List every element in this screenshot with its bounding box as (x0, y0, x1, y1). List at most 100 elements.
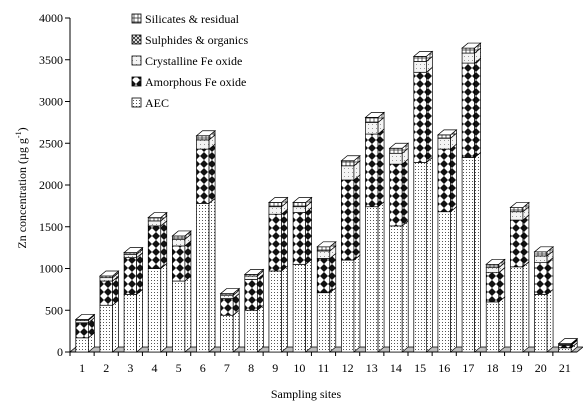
bar-segment-front (172, 235, 186, 240)
bar-segment-side (184, 240, 192, 282)
bar-segment (172, 240, 192, 282)
bar-segment-front (461, 62, 475, 158)
bar-segment-front (268, 213, 282, 272)
bar-segment-front (316, 258, 331, 294)
bar-segment-front (268, 202, 282, 208)
bar-top-cap (98, 270, 120, 277)
bar-top-cap (485, 258, 506, 265)
bar-segment-front (244, 309, 258, 353)
bar-segment-front (510, 207, 524, 213)
bar-segment-front (147, 268, 162, 353)
bar-segment-front (316, 246, 331, 252)
y-tick-label: 500 (45, 303, 63, 317)
bar-segment-side (305, 258, 312, 353)
bar-segment-side (281, 208, 288, 272)
bar-segment-front (485, 301, 500, 353)
bar-segment-side (112, 299, 119, 353)
x-tick-label: 19 (511, 361, 523, 375)
bar-segment-side (136, 288, 143, 353)
legend-swatch (131, 76, 142, 87)
bar-segment (268, 265, 288, 353)
bar-segment (292, 258, 312, 353)
bar-segment (413, 66, 433, 164)
bar-segment-front (365, 122, 379, 135)
x-tick-label: 4 (152, 361, 158, 375)
x-tick-label: 8 (248, 361, 254, 375)
bar-top-cap (292, 197, 313, 203)
bar-segment (485, 296, 506, 353)
bar-segment-side (256, 304, 264, 353)
bar-segment (534, 256, 554, 296)
bar-segment-front (75, 322, 89, 339)
bar-segment (389, 158, 409, 227)
bar-segment-side (474, 151, 481, 353)
bar-segment (99, 299, 119, 353)
bar-segment-front (268, 270, 282, 353)
x-tick-label: 5 (176, 361, 182, 375)
bar-segment-front (341, 160, 355, 167)
chart-bars (74, 42, 579, 353)
bar-segment-front (147, 225, 162, 269)
bar-segment-side (353, 254, 361, 353)
bar-segment (510, 261, 530, 353)
bar-segment-side (522, 214, 530, 268)
bar-top-cap (364, 112, 386, 118)
bar-segment-front (99, 304, 113, 353)
bar-segment-side (522, 261, 530, 353)
bar-segment-front (389, 163, 403, 227)
bar-top-cap (316, 241, 337, 248)
bar-top-cap (243, 268, 265, 275)
bar-segment-side (401, 158, 409, 227)
bar-top-cap (461, 42, 482, 49)
x-tick-label: 15 (414, 361, 426, 375)
x-tick-label: 20 (535, 361, 547, 375)
bar-segment-side (305, 206, 312, 266)
x-axis-label: Sampling sites (271, 387, 342, 401)
bar-segment-front (389, 152, 403, 165)
y-tick-label: 1500 (39, 220, 63, 234)
y-axis-label-main: Zn concentration (µg g (15, 138, 29, 249)
bar-segment-front (220, 294, 234, 299)
bar-segment-side (401, 220, 409, 353)
bar-segment-front (534, 262, 548, 295)
bar-segment (341, 174, 361, 261)
bar-segment-front (365, 206, 379, 353)
bar-segment (244, 273, 264, 311)
bar-segment-front (268, 206, 282, 215)
y-tick-label: 0 (57, 345, 63, 359)
bar-segment (510, 214, 530, 268)
y-axis-label-close: ) (15, 127, 29, 131)
bar-segment-front (244, 279, 258, 311)
bar-segment-side (256, 273, 264, 311)
y-tick-label: 2000 (39, 178, 63, 192)
bar-segment-front (220, 298, 234, 316)
x-tick-label: 7 (224, 361, 230, 375)
bar-segment-front (220, 314, 234, 353)
bar-segment (437, 205, 457, 353)
bar-segment-front (413, 61, 427, 73)
bar-segment-front (485, 267, 500, 274)
bar-segment-front (172, 245, 186, 282)
legend-label: Crystalline Fe oxide (145, 54, 242, 68)
bar-segment-side (281, 265, 288, 353)
bar-segment-front (558, 347, 572, 353)
bar-segment (147, 220, 168, 270)
bar-segment-front (172, 238, 186, 247)
bar-segment-front (172, 280, 186, 353)
legend-swatch (131, 13, 142, 24)
bar-segment-side (160, 220, 168, 270)
bar-segment-side (232, 309, 240, 353)
bar-segment-front (99, 280, 113, 306)
legend-swatch (131, 34, 142, 45)
bar-segment-front (316, 292, 331, 353)
bar-segment-side (208, 143, 216, 205)
bar-segment-front (485, 263, 500, 269)
bar-top-cap (533, 246, 555, 253)
bar-segment-front (534, 255, 548, 264)
x-tick-label: 14 (390, 361, 402, 375)
bar-segment-front (510, 219, 524, 268)
bar-segment-front (99, 277, 113, 282)
bar-segment-front (196, 203, 210, 353)
bar-segment-front (534, 294, 548, 353)
